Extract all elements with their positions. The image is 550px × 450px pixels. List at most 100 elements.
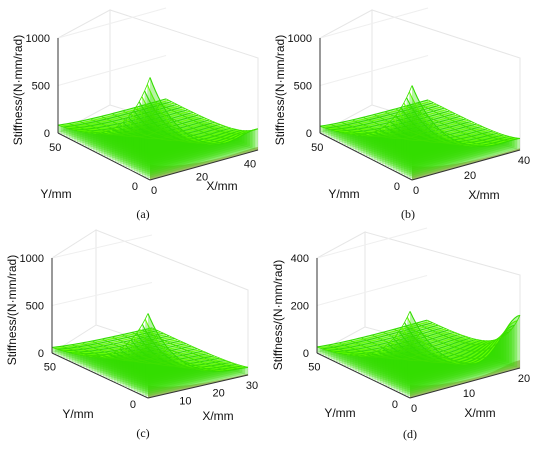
surface-mesh-line [131,332,229,371]
x-tick-label: 20 [518,373,530,385]
surface-strip [141,96,250,176]
surface-mesh-line [330,107,424,137]
surface-strip [396,334,507,392]
x-tick-label: 30 [246,380,258,392]
y-tick-label: 0 [394,181,400,193]
surface-strip [410,311,520,398]
surface-mesh-line [151,327,249,368]
z-tick-label: 1000 [26,33,50,45]
z-tick-label: 1000 [20,253,44,265]
surface-strip [125,119,234,168]
surface-strip [145,319,246,397]
surface-strip [150,77,258,180]
z-tick-label: 0 [306,128,312,140]
y-axis-label: Y/mm [324,406,355,420]
x-axis-label: X/mm [468,188,499,202]
surface-mesh-line [144,104,237,140]
x-tick-label: 10 [179,395,191,407]
z-axis-label: Stiffness/(N·mm/rad) [271,260,285,370]
surface-mesh-line [417,102,510,142]
surface-strip [387,123,496,168]
z-tick-label: 500 [26,301,44,313]
gridline [51,282,153,306]
y-axis-label: Y/mm [40,187,71,201]
z-tick-label: 0 [38,348,44,360]
gridline [57,55,167,86]
surface-strip [133,110,242,172]
surface-strip [148,313,248,398]
y-tick-label: 50 [49,142,61,154]
y-axis-label: Y/mm [328,187,359,201]
surface-strip [406,97,515,178]
surface-mesh-line [141,329,239,370]
surface-mesh-line [427,99,521,139]
surface-strip [133,336,234,392]
surface-underside [410,360,520,398]
x-axis-label: X/mm [202,409,233,423]
surface-strip [399,331,510,393]
z-tick-label: 1000 [288,33,312,45]
z-tick-label: 0 [44,128,50,140]
panel-caption: (c) [136,426,149,440]
surface-strip [139,328,240,395]
surface-mesh-line [406,105,499,145]
surface-strip [136,332,237,393]
surface-strip [128,342,229,389]
gridline [57,7,167,39]
surface-strip [390,121,499,169]
y-axis-label: Y/mm [62,407,93,421]
surface-mesh-line [319,85,413,135]
surface-strip [136,106,245,174]
axis-lines [319,38,521,181]
surface-strip [357,118,466,153]
surface-strip [139,101,248,175]
x-tick-label: 40 [244,158,256,170]
x-axis-label: X/mm [206,179,237,193]
surface-strip [403,102,512,176]
surface-strip [409,91,518,179]
z-axis-label: Stiffness/(N·mm/rad) [11,35,25,145]
surface-mesh-line [165,98,259,132]
y-tick-label: 0 [132,181,138,193]
surface-strip [144,90,253,178]
surface-plot [316,311,521,398]
axis-lines [57,38,259,181]
surface-mesh-line [338,342,433,360]
surface-mesh-line [415,322,510,346]
surface-mesh-line [360,337,455,363]
surface-strip [142,324,243,396]
surface-mesh-line [327,331,422,358]
x-tick-label: 10 [463,388,475,400]
z-axis-label: Stiffness/(N·mm/rad) [5,255,19,365]
x-axis-label: X/mm [464,406,495,420]
axes-box [51,229,249,376]
y-tick-label: 0 [392,399,398,411]
surface-strip [77,339,178,365]
surface-strip [412,85,520,180]
x-tick-label: 0 [413,185,419,197]
surface-strip [120,124,229,165]
surface-mesh-line [382,331,477,364]
surface-mesh-line [79,118,172,138]
surface-strip [401,107,510,175]
z-tick-label: 500 [32,81,50,93]
surface-strip [407,317,518,397]
surface-mesh-line [91,340,189,367]
panel-d: 0 200 400 0 50 0 10 20 Stiffness/(N·mm/rad) Y/m… [271,227,530,441]
gridline [319,55,429,86]
surface-strip [122,122,231,167]
surface-strip [119,349,220,385]
z-tick-label: 0 [303,348,309,360]
surface-mesh-line [393,328,488,359]
surface-strip [125,345,226,388]
x-tick-label: 0 [151,185,157,197]
panel-caption: (a) [136,207,149,221]
surface-strip [395,115,504,172]
y-tick-label: 50 [311,142,323,154]
